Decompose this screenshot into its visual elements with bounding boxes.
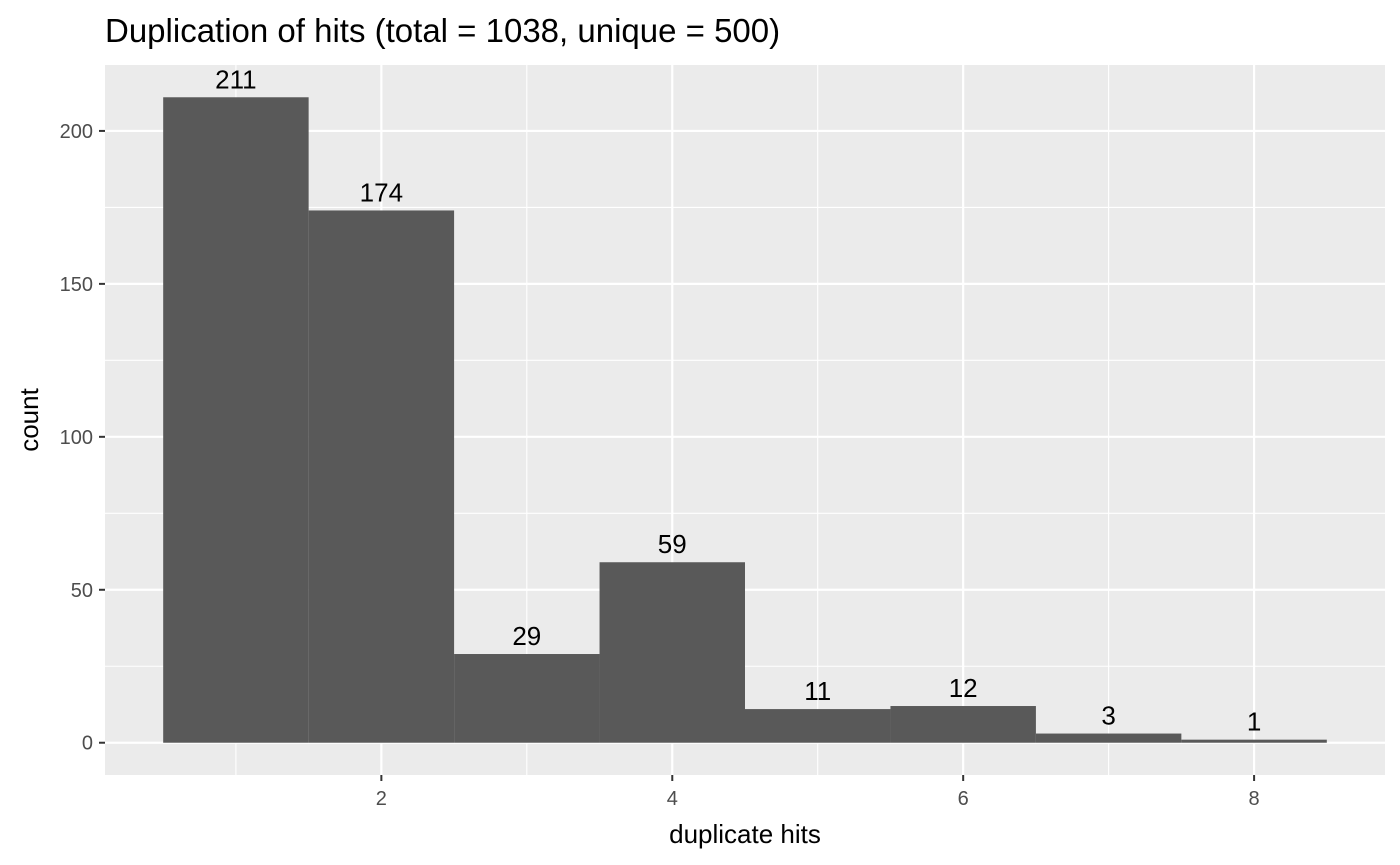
- bar: [163, 97, 309, 743]
- bar: [1035, 733, 1182, 743]
- bar: [745, 709, 891, 743]
- bar: [599, 562, 745, 743]
- bar: [308, 210, 455, 743]
- y-tick-label: 100: [60, 427, 93, 449]
- bar: [454, 654, 600, 743]
- bar: [890, 706, 1036, 743]
- data-label: 12: [949, 673, 978, 703]
- y-tick-label: 50: [71, 580, 93, 602]
- data-label: 11: [804, 676, 831, 706]
- bars: [163, 97, 1327, 743]
- data-label: 59: [658, 529, 687, 559]
- y-tick-label: 150: [60, 274, 93, 296]
- x-tick-label: 4: [667, 788, 678, 810]
- y-axis: 0 50 100 150 200: [60, 121, 105, 755]
- x-axis-title: duplicate hits: [669, 819, 821, 849]
- y-tick-label: 0: [82, 733, 93, 755]
- x-axis: 2 4 6 8: [376, 775, 1260, 810]
- bar: [1181, 739, 1327, 743]
- x-tick-label: 6: [958, 788, 969, 810]
- y-axis-title: count: [14, 387, 44, 451]
- data-label: 1: [1247, 707, 1261, 737]
- x-tick-label: 8: [1249, 788, 1260, 810]
- chart-title: Duplication of hits (total = 1038, uniqu…: [105, 12, 780, 49]
- data-label: 174: [360, 177, 403, 207]
- data-label: 29: [512, 621, 541, 651]
- data-label: 3: [1101, 701, 1115, 731]
- x-tick-label: 2: [376, 788, 387, 810]
- y-tick-label: 200: [60, 121, 93, 143]
- data-label: 211: [215, 64, 256, 94]
- data-labels: 211 174 29 59 11 12 3 1: [215, 64, 1261, 736]
